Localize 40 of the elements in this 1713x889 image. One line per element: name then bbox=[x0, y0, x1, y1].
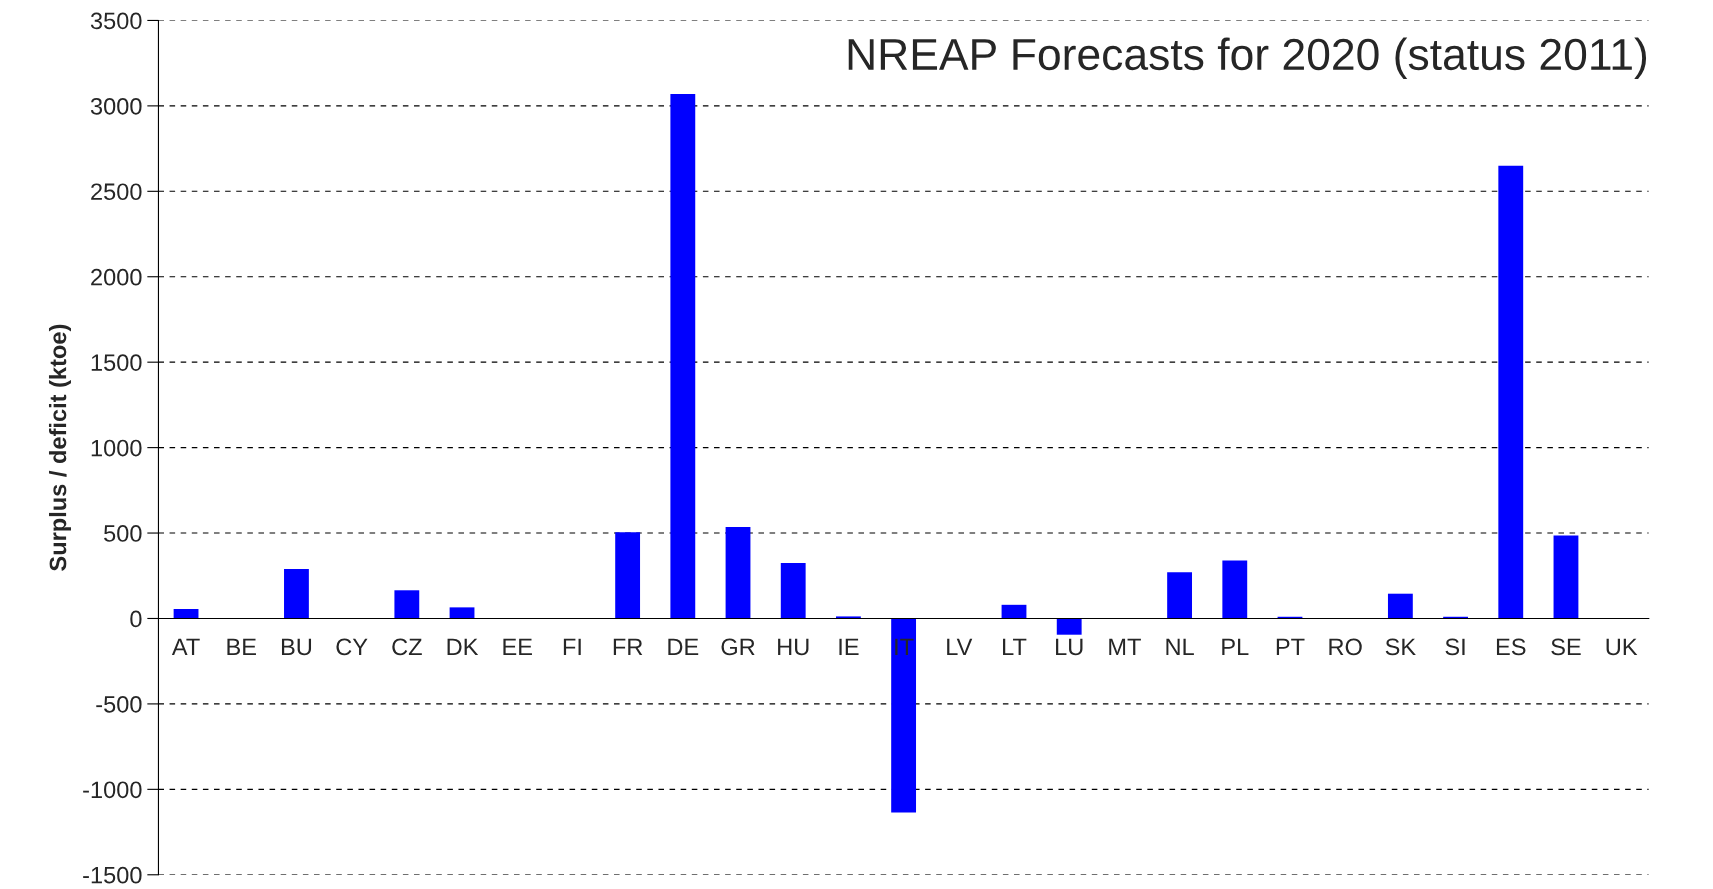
y-tick-label: 2000 bbox=[91, 268, 142, 286]
x-tick-label: CY bbox=[336, 638, 368, 656]
x-tick-label: LU bbox=[1056, 638, 1083, 656]
x-tick-label: LT bbox=[1003, 638, 1027, 656]
y-axis-title: Surplus / deficit (ktoe) bbox=[48, 324, 71, 571]
x-tick-label: RO bbox=[1329, 638, 1362, 656]
x-tick-label: SI bbox=[1445, 638, 1465, 656]
x-tick-label: SE bbox=[1551, 638, 1581, 656]
x-tick-label: CZ bbox=[392, 638, 422, 656]
x-tick-label: PL bbox=[1222, 638, 1249, 656]
y-tick-label: -500 bbox=[96, 695, 142, 713]
x-tick-label: SK bbox=[1385, 638, 1416, 656]
x-tick-label: EE bbox=[503, 638, 532, 656]
y-tick-label: 0 bbox=[130, 610, 142, 628]
x-tick-label: DK bbox=[447, 638, 479, 656]
x-tick-label: IE bbox=[839, 638, 859, 656]
x-tick-label: MT bbox=[1109, 638, 1141, 656]
x-tick-label: UK bbox=[1606, 638, 1638, 656]
x-tick-label: LV bbox=[947, 638, 973, 656]
x-tick-label: NL bbox=[1166, 638, 1194, 656]
x-tick-label: PT bbox=[1276, 638, 1305, 656]
x-tick-label: IT bbox=[895, 638, 914, 656]
y-tick-label: 2500 bbox=[91, 183, 142, 201]
y-tick-label: 500 bbox=[104, 525, 142, 542]
chart-title: NREAP Forecasts for 2020 (status 2011) bbox=[848, 37, 1647, 79]
x-tick-label: BE bbox=[227, 638, 256, 656]
x-tick-label: AT bbox=[171, 638, 200, 656]
x-tick-label: FR bbox=[613, 638, 643, 656]
x-tick-label: BU bbox=[281, 638, 312, 656]
y-tick-label: 1500 bbox=[91, 354, 142, 371]
y-tick-label: 3000 bbox=[90, 97, 142, 115]
y-tick-label: 1000 bbox=[91, 439, 142, 457]
y-tick-label: -1000 bbox=[83, 781, 142, 799]
y-tick-label: 3500 bbox=[90, 12, 142, 30]
x-tick-label: ES bbox=[1496, 638, 1526, 656]
y-tick-label: -1500 bbox=[83, 866, 142, 884]
x-tick-label: FI bbox=[563, 638, 581, 656]
x-tick-label: HU bbox=[778, 638, 809, 656]
x-tick-label: DE bbox=[668, 638, 699, 656]
x-tick-label: GR bbox=[721, 638, 755, 656]
